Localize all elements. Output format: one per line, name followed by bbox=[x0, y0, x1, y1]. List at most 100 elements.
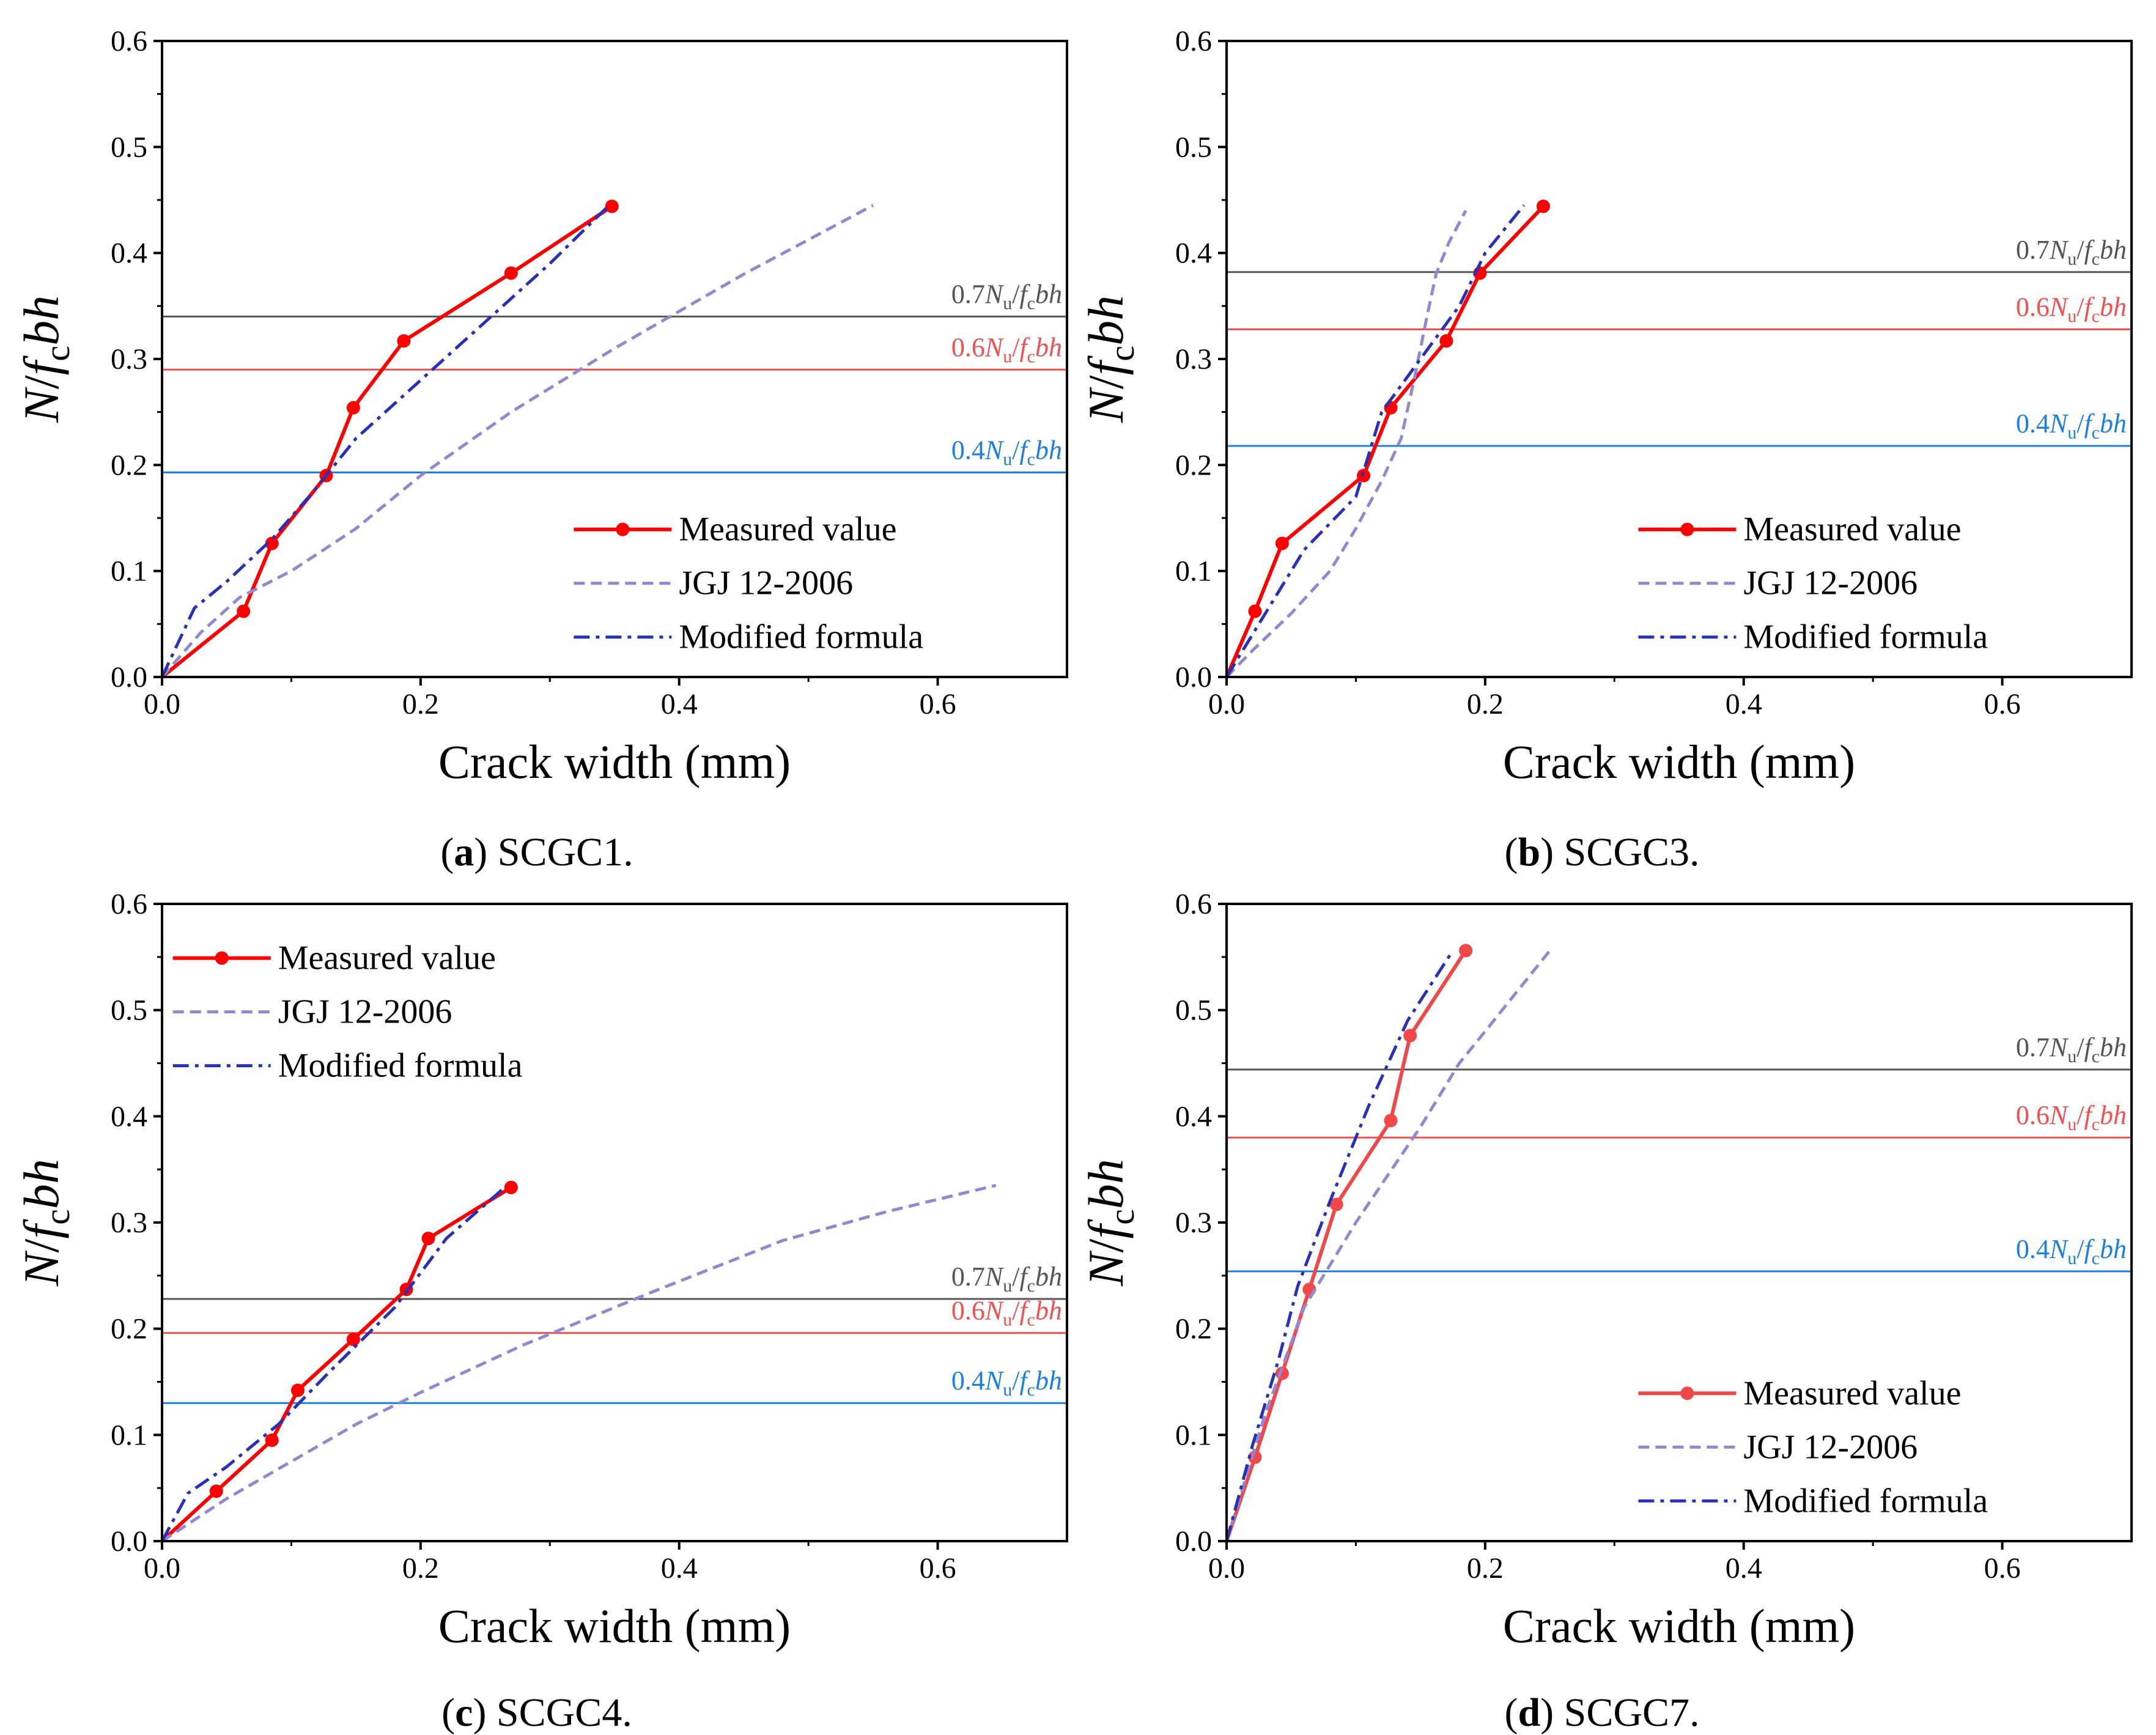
ref-bh: bh bbox=[1035, 1366, 1062, 1396]
y-tick-label: 0.4 bbox=[111, 1100, 147, 1133]
data-point bbox=[346, 401, 360, 415]
ref-bh: bh bbox=[2100, 409, 2127, 438]
ref-sub-c: c bbox=[2092, 1114, 2100, 1134]
ref-N: N bbox=[984, 1296, 1005, 1326]
y-tick-label: 0.5 bbox=[111, 131, 147, 163]
x-tick-label: 0.4 bbox=[661, 688, 698, 720]
reference-label-0.7: 0.7Nu/fcbh bbox=[951, 1262, 1062, 1296]
legend-entry-1: Measured value bbox=[679, 511, 896, 549]
ylabel-slash: / bbox=[13, 375, 69, 389]
y-tick-label: 0.3 bbox=[1175, 1207, 1212, 1239]
data-point bbox=[237, 604, 251, 618]
ref-sub-u: u bbox=[2067, 423, 2077, 443]
ylabel-bh: bh bbox=[13, 1159, 69, 1209]
ref-N: N bbox=[2049, 409, 2069, 438]
ref-coef: 0.7 bbox=[951, 279, 985, 309]
y-tick-label: 0.1 bbox=[1175, 1419, 1212, 1451]
y-axis-label: N/fcbh bbox=[13, 1159, 77, 1287]
x-tick-label: 0.0 bbox=[144, 688, 180, 720]
x-tick-label: 0.6 bbox=[920, 688, 956, 720]
ref-slash: / bbox=[2077, 409, 2084, 438]
caption-open: ( bbox=[441, 1690, 455, 1735]
series-line-jgj-12-2006 bbox=[1227, 210, 1467, 677]
y-tick-label: 0.2 bbox=[1175, 1313, 1212, 1345]
ylabel-sub-c: c bbox=[37, 1209, 77, 1225]
y-tick-label: 0.6 bbox=[111, 25, 147, 57]
ref-slash: / bbox=[1012, 1262, 1020, 1292]
caption-open: ( bbox=[440, 830, 454, 875]
ref-coef: 0.4 bbox=[2016, 1234, 2050, 1264]
reference-label-0.4: 0.4Nu/fcbh bbox=[951, 1366, 1062, 1400]
reference-label-0.6: 0.6Nu/fcbh bbox=[2016, 292, 2127, 326]
x-tick-label: 0.0 bbox=[1208, 1552, 1245, 1585]
series-line-measured-value bbox=[1227, 205, 1545, 677]
legend-entry-2: JGJ 12-2006 bbox=[679, 564, 853, 602]
data-point bbox=[265, 536, 279, 550]
y-axis-label: N/fcbh bbox=[13, 295, 77, 423]
ref-slash: / bbox=[2077, 1100, 2084, 1130]
ref-sub-c: c bbox=[2092, 1046, 2100, 1067]
y-tick-label: 0.3 bbox=[111, 1207, 147, 1239]
legend-entry-2: JGJ 12-2006 bbox=[1743, 564, 1918, 602]
ref-N: N bbox=[984, 435, 1005, 465]
ylabel-N: N bbox=[13, 387, 69, 423]
x-axis-label: Crack width (mm) bbox=[438, 735, 791, 788]
data-point bbox=[1403, 1029, 1417, 1043]
reference-label-0.4: 0.4Nu/fcbh bbox=[951, 435, 1062, 469]
caption-text: ) SCGC3. bbox=[1540, 830, 1699, 875]
x-axis-label: Crack width (mm) bbox=[1503, 1599, 1855, 1652]
ref-bh: bh bbox=[1035, 1296, 1062, 1326]
y-tick-label: 0.3 bbox=[111, 343, 147, 375]
data-point bbox=[265, 1434, 279, 1448]
ref-N: N bbox=[2049, 292, 2069, 322]
ylabel-slash: / bbox=[1078, 375, 1134, 389]
ref-coef: 0.7 bbox=[2016, 235, 2050, 265]
ref-N: N bbox=[2049, 235, 2069, 265]
ref-slash: / bbox=[2077, 235, 2084, 265]
y-tick-label: 0.0 bbox=[1175, 661, 1212, 694]
x-tick-label: 0.0 bbox=[144, 1552, 180, 1585]
legend-entry-2: JGJ 12-2006 bbox=[278, 993, 452, 1031]
ylabel-bh: bh bbox=[1078, 1159, 1134, 1209]
y-axis-label: N/fcbh bbox=[1078, 295, 1142, 423]
legend-marker bbox=[616, 522, 630, 536]
ref-bh: bh bbox=[2100, 1032, 2127, 1062]
series-line-measured-value bbox=[162, 204, 613, 677]
ref-coef: 0.6 bbox=[2016, 292, 2050, 322]
series-line-modified-formula bbox=[1227, 950, 1455, 1541]
ylabel-sub-c: c bbox=[37, 346, 77, 361]
ylabel-bh: bh bbox=[1078, 295, 1134, 346]
caption-text: ) SCGC1. bbox=[474, 830, 633, 875]
data-point bbox=[1275, 536, 1289, 550]
ref-sub-u: u bbox=[1003, 1310, 1012, 1330]
ref-sub-c: c bbox=[1027, 346, 1035, 366]
ref-sub-u: u bbox=[1003, 449, 1012, 469]
panel-caption: (a) SCGC1. bbox=[440, 830, 633, 875]
ref-sub-u: u bbox=[2067, 1248, 2077, 1268]
series-line-jgj-12-2006 bbox=[162, 204, 874, 677]
data-point bbox=[504, 1180, 518, 1194]
x-tick-label: 0.2 bbox=[1467, 688, 1504, 720]
ref-bh: bh bbox=[2100, 292, 2127, 322]
x-tick-label: 0.2 bbox=[402, 1552, 439, 1585]
reference-label-0.7: 0.7Nu/fcbh bbox=[2016, 235, 2127, 269]
ref-coef: 0.6 bbox=[951, 1296, 985, 1326]
reference-label-0.6: 0.6Nu/fcbh bbox=[2016, 1100, 2127, 1134]
ref-sub-u: u bbox=[1003, 294, 1012, 314]
data-point bbox=[209, 1484, 223, 1498]
series-line-jgj-12-2006 bbox=[1227, 949, 1551, 1541]
ref-slash: / bbox=[1012, 332, 1020, 362]
y-tick-label: 0.2 bbox=[111, 449, 147, 481]
ref-sub-u: u bbox=[2067, 1046, 2077, 1067]
caption-open: ( bbox=[1504, 830, 1518, 875]
caption-letter: c bbox=[455, 1690, 473, 1735]
ref-bh: bh bbox=[2100, 235, 2127, 265]
y-tick-label: 0.0 bbox=[1175, 1525, 1212, 1558]
data-point bbox=[421, 1232, 435, 1246]
ref-N: N bbox=[2049, 1100, 2069, 1130]
chart-panel-b: 0.7Nu/fcbh 0.6Nu/fcbh 0.4Nu/fcbh 0.0 0.1 0.2 0… bbox=[1078, 25, 2133, 875]
ref-sub-c: c bbox=[1027, 294, 1035, 314]
ref-sub-u: u bbox=[1003, 1276, 1012, 1296]
